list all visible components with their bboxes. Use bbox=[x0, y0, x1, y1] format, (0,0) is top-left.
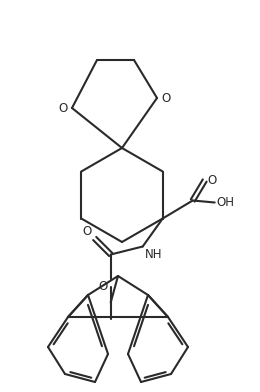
Text: O: O bbox=[99, 281, 108, 294]
Text: NH: NH bbox=[145, 249, 162, 261]
Text: O: O bbox=[82, 225, 92, 238]
Text: O: O bbox=[208, 174, 217, 187]
Text: O: O bbox=[59, 102, 68, 114]
Text: OH: OH bbox=[217, 196, 235, 209]
Text: O: O bbox=[161, 91, 170, 105]
